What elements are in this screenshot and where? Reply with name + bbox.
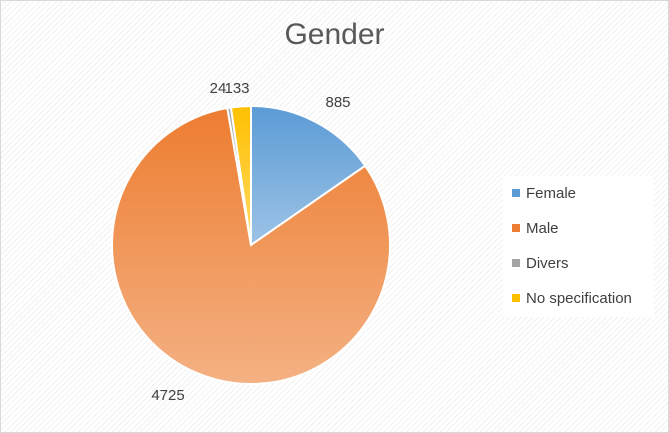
legend-label-no-specification: No specification <box>526 289 632 307</box>
legend-swatch-divers <box>512 259 520 267</box>
legend-item-female: Female <box>512 183 576 203</box>
chart-title: Gender <box>284 18 385 51</box>
legend-item-male: Male <box>512 218 559 238</box>
pie-slice-female <box>250 104 367 247</box>
legend-swatch-female <box>512 189 520 197</box>
legend-item-divers: Divers <box>512 253 569 273</box>
legend-label-male: Male <box>526 219 559 237</box>
legend-label-divers: Divers <box>526 254 569 272</box>
pie-slice-male <box>111 106 391 385</box>
legend-label-female: Female <box>526 184 577 202</box>
data-label-no-specification: 133 <box>224 80 249 97</box>
legend-swatch-male <box>512 224 520 232</box>
legend: Female Male Divers No specification <box>503 176 654 317</box>
pie-slice-no-specification <box>229 104 252 246</box>
data-label-male: 4725 <box>151 387 184 404</box>
legend-item-no-specification: No specification <box>512 288 632 308</box>
data-label-divers: 24 <box>210 80 227 97</box>
data-label-female: 885 <box>325 94 350 111</box>
legend-swatch-no-specification <box>512 294 520 302</box>
